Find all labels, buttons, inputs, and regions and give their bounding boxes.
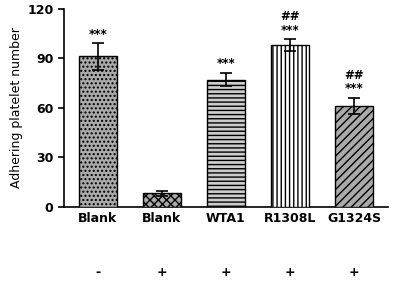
- Text: +: +: [349, 266, 359, 279]
- Text: ***: ***: [345, 82, 364, 95]
- Text: ***: ***: [88, 28, 107, 41]
- Bar: [335, 106, 373, 207]
- Bar: [271, 45, 309, 207]
- Bar: [143, 193, 181, 207]
- Text: +: +: [221, 266, 231, 279]
- Text: ***: ***: [281, 24, 300, 37]
- Text: +: +: [157, 266, 167, 279]
- Text: ***: ***: [217, 57, 235, 71]
- Text: -: -: [95, 266, 100, 279]
- Bar: [207, 79, 245, 207]
- Y-axis label: Adhering platelet number: Adhering platelet number: [10, 27, 23, 188]
- Text: ##: ##: [280, 10, 300, 24]
- Text: ##: ##: [344, 69, 364, 82]
- Bar: [79, 57, 117, 207]
- Text: +: +: [285, 266, 295, 279]
